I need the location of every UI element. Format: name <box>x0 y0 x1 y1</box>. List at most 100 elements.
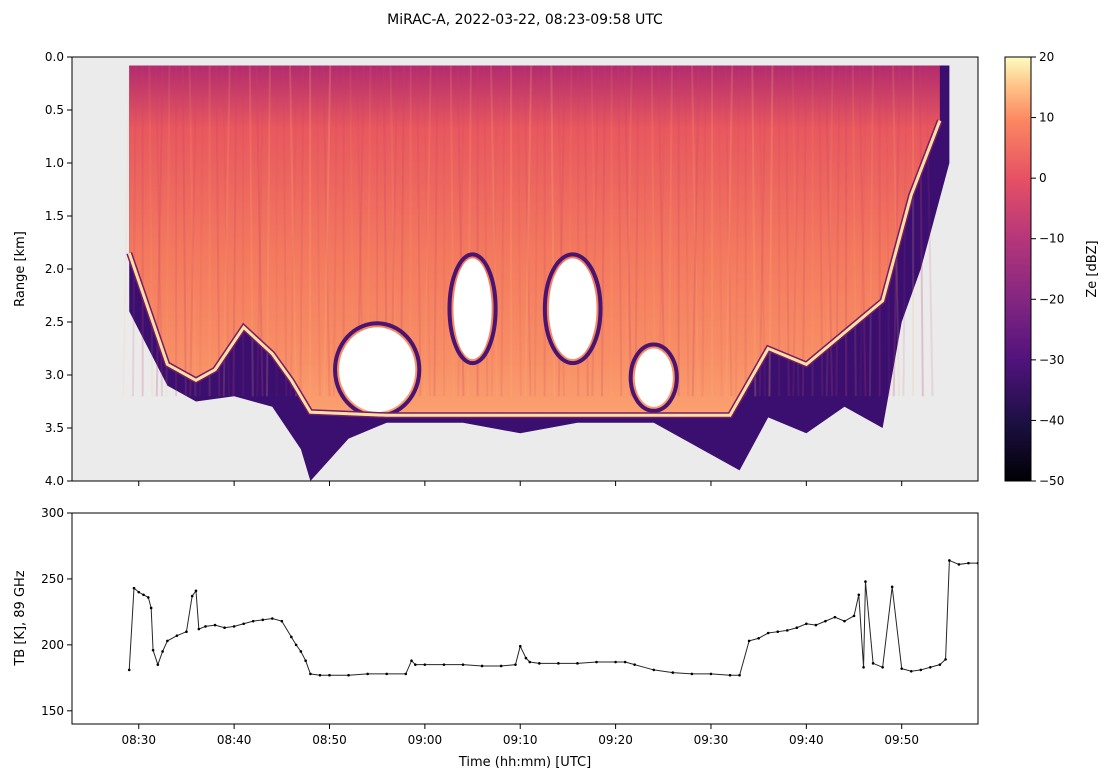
texture-streak <box>148 65 154 397</box>
texture-streak <box>189 65 198 397</box>
time-tick-label: 08:30 <box>121 733 156 747</box>
texture-streak <box>416 65 422 397</box>
texture-streak <box>768 65 774 397</box>
texture-streak <box>657 65 666 397</box>
time-tick-label: 09:40 <box>789 733 824 747</box>
tb-scatter <box>127 559 978 677</box>
texture-streak <box>490 65 499 397</box>
range-tick-label: 2.5 <box>45 315 64 329</box>
time-axis: 08:30 08:40 08:50 09:00 09:10 09:20 09:30 09:40… <box>121 724 919 747</box>
range-tick-label: 0.5 <box>45 103 64 117</box>
texture-streak <box>289 65 298 397</box>
texture-streak <box>533 65 539 397</box>
colorbar: 20 10 0 −10 −20 −30 −40 −50 Ze [dBZ] <box>1004 50 1100 488</box>
colorbar-tick-label: 0 <box>1039 171 1047 185</box>
plot-frame-bottom <box>71 512 979 725</box>
texture-streak <box>600 65 606 397</box>
texture-streak <box>725 65 734 397</box>
figure-title: MiRAC-A, 2022-03-22, 08:23-09:58 UTC <box>387 12 663 28</box>
texture-streak <box>691 65 700 397</box>
range-tick-label: 1.0 <box>45 156 64 170</box>
texture-streak <box>684 65 690 397</box>
texture-streak <box>892 65 901 397</box>
texture-streak <box>701 65 707 397</box>
surface-echo-line <box>127 120 942 417</box>
tb-tick-label: 150 <box>41 704 64 718</box>
time-tick-label: 08:40 <box>217 733 252 747</box>
range-axis-label: Range [km] <box>13 231 28 307</box>
texture-streak <box>792 65 801 397</box>
colorbar-tick-label: 20 <box>1039 50 1054 64</box>
time-tick-label: 09:30 <box>694 733 729 747</box>
texture-streak <box>825 65 834 397</box>
clear-region <box>339 327 416 413</box>
texture-streak <box>198 65 204 397</box>
texture-streak <box>165 65 171 397</box>
texture-streak <box>885 65 891 397</box>
colorbar-tick-label: −10 <box>1039 232 1064 246</box>
texture-streak <box>500 65 506 397</box>
texture-streak <box>751 65 757 397</box>
colorbar-tick-label: −40 <box>1039 413 1064 427</box>
colorbar-tick-label: −20 <box>1039 292 1064 306</box>
clear-region <box>634 348 673 407</box>
texture-streak <box>524 65 533 397</box>
texture-streak <box>667 65 673 397</box>
texture-streak <box>322 65 331 397</box>
texture-streak <box>658 65 667 397</box>
time-tick-label: 09:20 <box>598 733 633 747</box>
texture-streak <box>717 65 723 397</box>
clear-region-edge <box>542 252 603 366</box>
range-tick-label: 1.5 <box>45 209 64 223</box>
time-axis-top-panel <box>138 481 903 486</box>
tb-tick-label: 300 <box>41 506 64 520</box>
colorbar-tick-label: −50 <box>1039 474 1064 488</box>
range-tick-label: 3.5 <box>45 421 64 435</box>
clear-region-edge <box>447 252 498 366</box>
texture-streak <box>801 65 807 397</box>
texture-streak <box>758 65 767 397</box>
texture-streak <box>188 65 197 397</box>
texture-streak <box>918 65 924 397</box>
texture-streak <box>624 65 633 397</box>
texture-streak <box>851 65 857 397</box>
texture-streak <box>634 65 640 397</box>
texture-streak <box>516 65 522 397</box>
tb-axis-label: TB [K], 89 GHz <box>13 570 28 666</box>
texture-streak <box>215 65 221 397</box>
tb-axis: 150 200 250 300 <box>41 506 72 718</box>
texture-streak <box>784 65 790 397</box>
texture-streak <box>315 65 321 397</box>
texture-streak <box>868 65 874 397</box>
reflectivity-field <box>122 65 950 481</box>
cloud-echo <box>129 65 940 416</box>
tb-tick-label: 200 <box>41 638 64 652</box>
range-tick-label: 3.0 <box>45 368 64 382</box>
texture-streak <box>650 65 656 397</box>
texture-streak <box>902 65 908 397</box>
texture-streak <box>734 65 740 397</box>
range-axis: 0.0 0.5 1.0 1.5 2.0 2.5 3.0 3.5 4.0 <box>45 50 72 488</box>
colorbar-ticks: 20 10 0 −10 −20 −30 −40 −50 <box>1031 50 1064 488</box>
texture-streak <box>791 65 800 397</box>
texture-streak <box>433 65 439 397</box>
texture-streak <box>282 65 288 397</box>
texture-streak <box>332 65 338 397</box>
texture-streak <box>222 65 231 397</box>
colorbar-label: Ze [dBZ] <box>1085 240 1100 297</box>
texture-streak <box>858 65 867 397</box>
time-tick-label: 09:10 <box>503 733 538 747</box>
colorbar-tick-label: −30 <box>1039 353 1064 367</box>
clear-region <box>453 258 492 360</box>
texture-streak <box>892 65 901 397</box>
texture-streak <box>423 65 432 397</box>
texture-streak <box>859 65 868 397</box>
texture-streak <box>523 65 532 397</box>
texture-streak <box>925 65 934 397</box>
colorbar-tick-label: 10 <box>1039 111 1054 125</box>
time-tick-label: 09:00 <box>408 733 443 747</box>
texture-streak <box>289 65 298 397</box>
texture-streak <box>617 65 623 397</box>
colorbar-gradient <box>1004 56 1032 482</box>
